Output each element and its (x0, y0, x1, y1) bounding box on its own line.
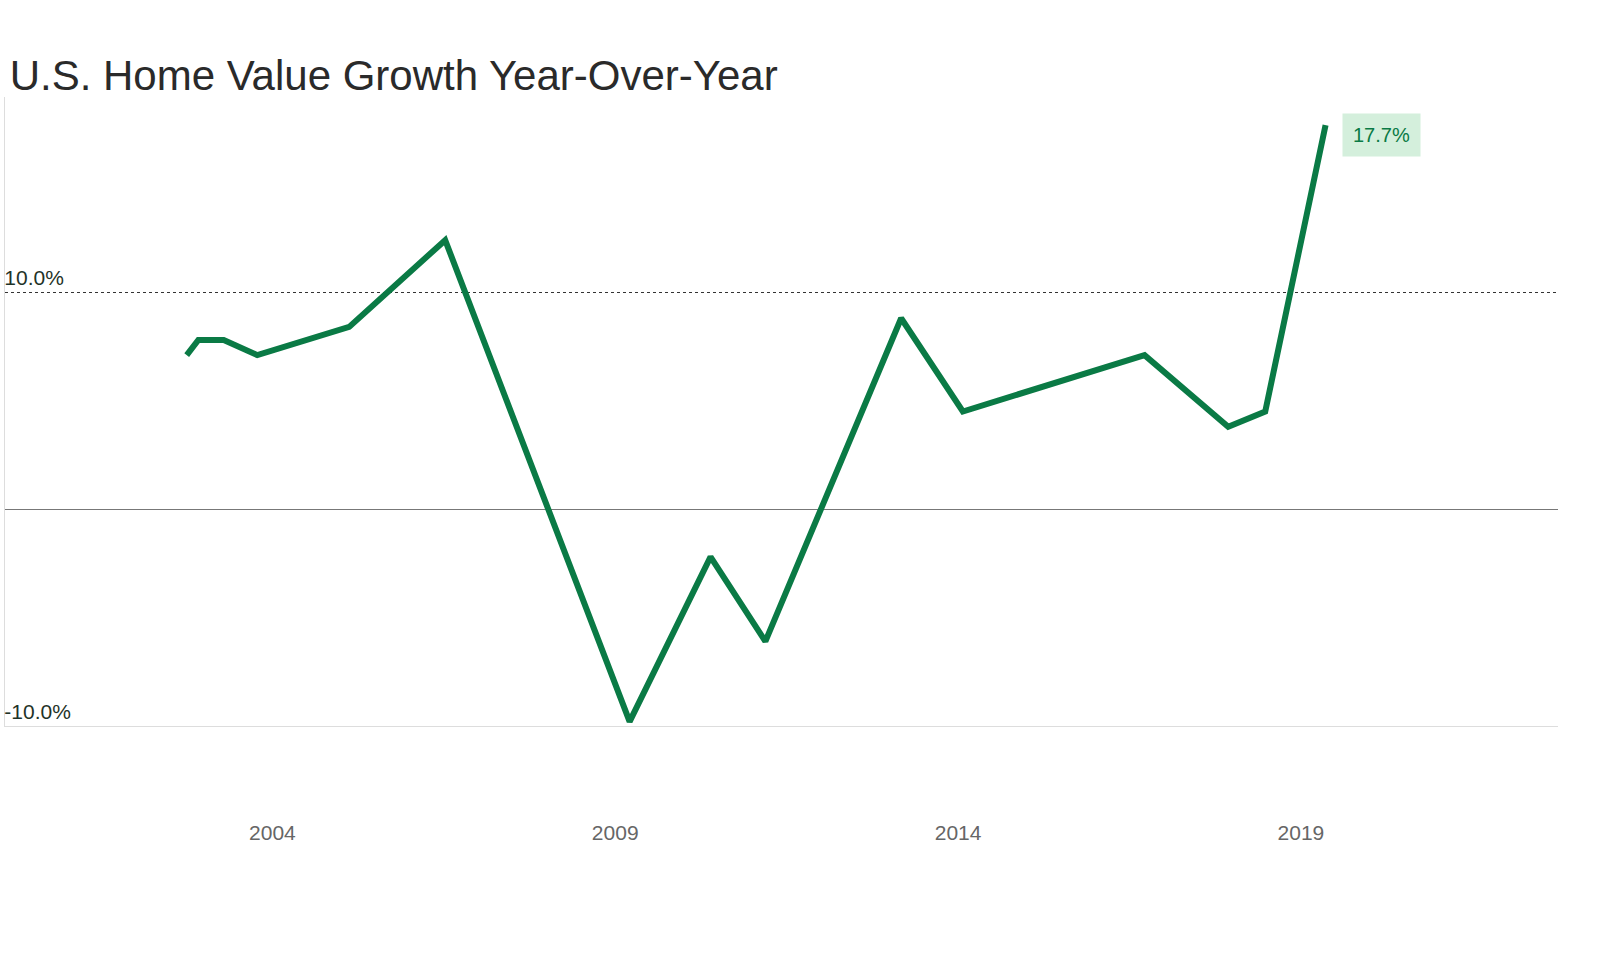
svg-text:2009: 2009 (592, 821, 639, 844)
svg-text:2019: 2019 (1278, 821, 1325, 844)
svg-text:17.7%: 17.7% (1353, 124, 1410, 146)
svg-text:10.0%: 10.0% (4, 266, 64, 289)
svg-text:2014: 2014 (935, 821, 982, 844)
svg-text:U.S. Home Value Growth Year-Ov: U.S. Home Value Growth Year-Over-Year (10, 52, 778, 99)
svg-text:-10.0%: -10.0% (4, 700, 71, 723)
svg-text:2004: 2004 (249, 821, 296, 844)
